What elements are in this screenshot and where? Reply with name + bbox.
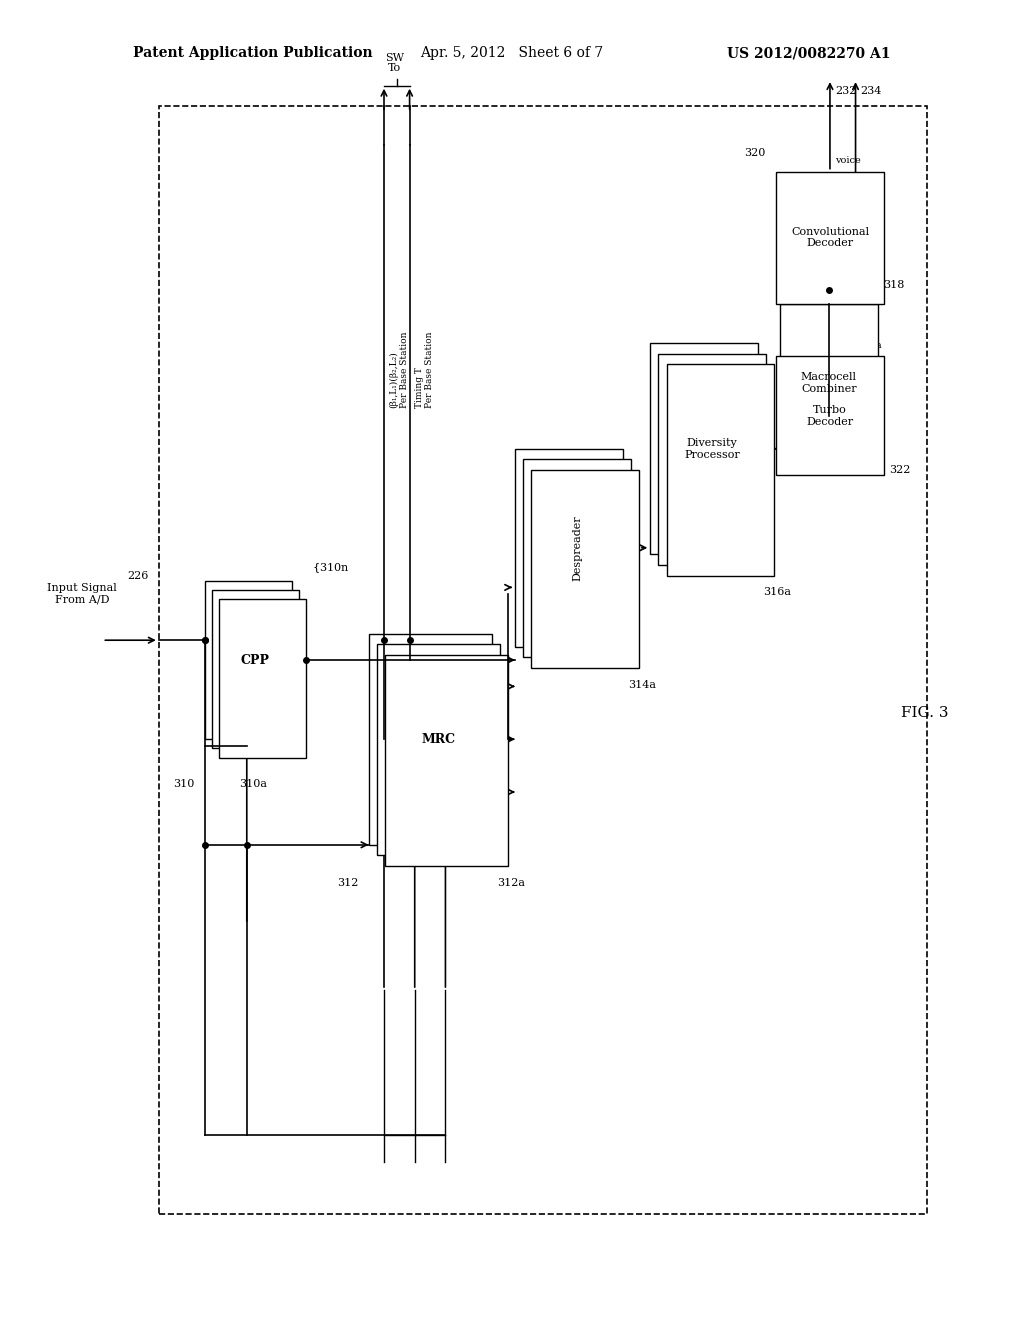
Text: CPP: CPP	[241, 653, 270, 667]
Text: 232: 232	[836, 86, 856, 96]
FancyBboxPatch shape	[377, 644, 500, 855]
Text: $\{$314n: $\{$314n	[651, 429, 688, 442]
FancyBboxPatch shape	[212, 590, 299, 748]
Text: 320: 320	[744, 148, 766, 158]
Text: 314: 314	[483, 680, 505, 690]
Text: 234: 234	[860, 86, 882, 96]
FancyBboxPatch shape	[205, 581, 292, 739]
Text: US 2012/0082270 A1: US 2012/0082270 A1	[727, 46, 891, 61]
FancyBboxPatch shape	[369, 634, 492, 845]
Text: 226: 226	[127, 570, 148, 581]
Text: 314a: 314a	[628, 680, 655, 690]
Text: Turbo
Decoder: Turbo Decoder	[806, 405, 854, 426]
Text: $\{$312n: $\{$312n	[520, 614, 557, 627]
Text: 316a: 316a	[763, 587, 791, 598]
Text: 316: 316	[618, 587, 640, 598]
Text: (β₁,L₁)(β₂,L₂)
Per Base Station: (β₁,L₁)(β₂,L₂) Per Base Station	[389, 331, 409, 408]
FancyBboxPatch shape	[650, 343, 758, 554]
Text: voice: voice	[836, 156, 861, 165]
FancyBboxPatch shape	[219, 599, 306, 758]
Text: 318: 318	[883, 280, 904, 290]
Text: 322: 322	[889, 465, 910, 475]
Text: MRC: MRC	[421, 733, 456, 746]
Text: 312: 312	[337, 878, 358, 888]
FancyBboxPatch shape	[515, 449, 623, 647]
Text: $\{$310n: $\{$310n	[312, 561, 349, 574]
FancyBboxPatch shape	[776, 172, 884, 304]
Text: Macrocell
Combiner: Macrocell Combiner	[801, 372, 857, 393]
Text: 312a: 312a	[497, 878, 524, 888]
FancyBboxPatch shape	[667, 364, 774, 576]
Text: Patent Application Publication: Patent Application Publication	[133, 46, 373, 61]
Text: data: data	[860, 341, 883, 350]
FancyBboxPatch shape	[385, 655, 508, 866]
Text: Input Signal
From A/D: Input Signal From A/D	[47, 583, 117, 605]
FancyBboxPatch shape	[523, 459, 631, 657]
Text: Convolutional
Decoder: Convolutional Decoder	[791, 227, 869, 248]
Text: Despreader: Despreader	[572, 515, 582, 581]
Text: $\{$316n: $\{$316n	[786, 323, 823, 337]
FancyBboxPatch shape	[658, 354, 766, 565]
FancyBboxPatch shape	[531, 470, 639, 668]
Text: SW: SW	[385, 53, 403, 63]
Text: 310a: 310a	[240, 779, 267, 789]
Text: 310: 310	[173, 779, 195, 789]
FancyBboxPatch shape	[776, 356, 884, 475]
Text: Apr. 5, 2012   Sheet 6 of 7: Apr. 5, 2012 Sheet 6 of 7	[421, 46, 603, 61]
Text: To: To	[388, 62, 400, 73]
Text: $\hat{x}_1 \hat{x}_2 \cdots \hat{x}_n$
Per Base Station: $\hat{x}_1 \hat{x}_2 \cdots \hat{x}_n$ P…	[779, 383, 861, 409]
Text: Timing T
Per Base Station: Timing T Per Base Station	[415, 331, 434, 408]
FancyBboxPatch shape	[780, 304, 878, 462]
Text: FIG. 3: FIG. 3	[901, 706, 948, 719]
Text: Diversity
Processor: Diversity Processor	[684, 438, 740, 459]
